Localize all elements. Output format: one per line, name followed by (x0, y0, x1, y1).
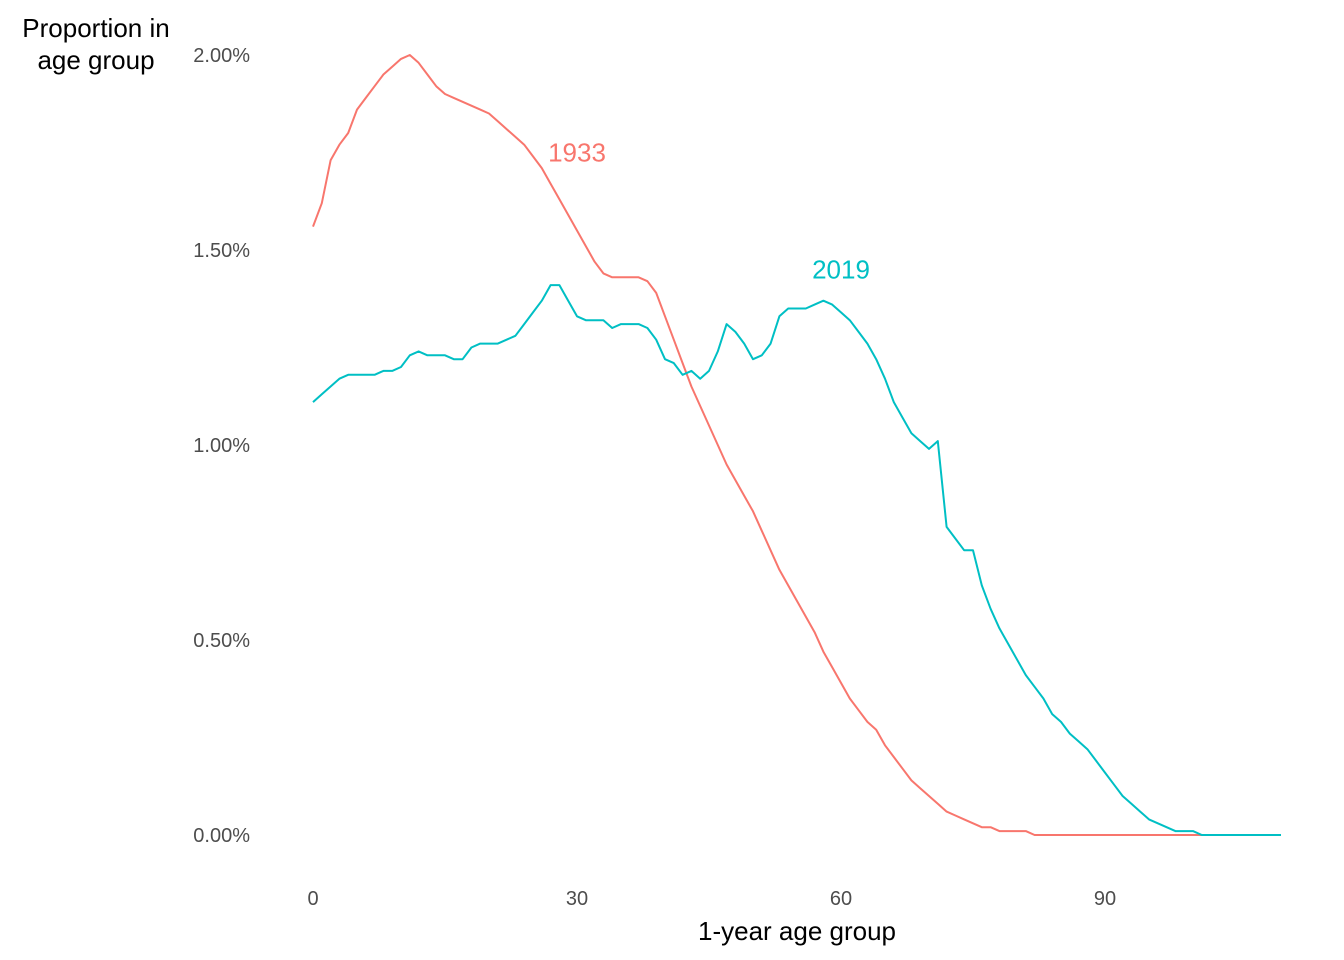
x-tick-label: 30 (566, 888, 588, 910)
y-tick-label: 1.00% (193, 435, 250, 457)
x-tick-label: 60 (830, 888, 852, 910)
series-line-1933 (312, 54, 1237, 836)
y-tick-label: 2.00% (193, 45, 250, 67)
y-tick-label: 0.50% (193, 630, 250, 652)
x-tick-label: 0 (307, 888, 318, 910)
series-line-2019 (312, 284, 1281, 836)
series-label-1933: 1933 (548, 138, 606, 168)
x-axis-title: 1-year age group (698, 916, 896, 946)
y-tick-label: 0.00% (193, 825, 250, 847)
y-axis-title-line-2: age group (37, 45, 154, 75)
series-label-2019: 2019 (812, 255, 870, 285)
series-labels: 1933 2019 (548, 138, 870, 285)
series-lines (312, 54, 1281, 836)
y-tick-label: 1.50% (193, 240, 250, 262)
x-axis-ticks: 0 30 60 90 (307, 888, 1116, 910)
y-axis-ticks: 0.00% 0.50% 1.00% 1.50% 2.00% (193, 45, 250, 847)
y-axis-title-line-1: Proportion in (22, 13, 169, 43)
x-tick-label: 90 (1094, 888, 1116, 910)
